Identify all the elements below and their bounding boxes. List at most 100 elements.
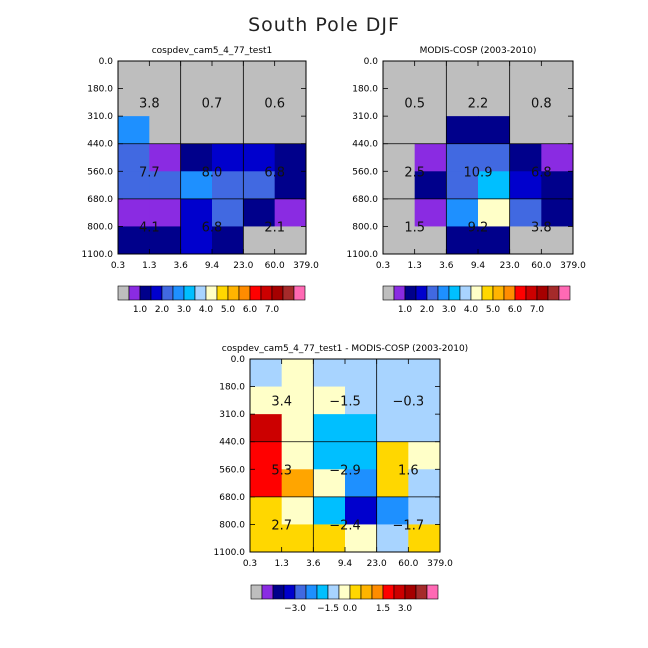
colorbar-box [283,584,296,600]
y-tick-label: 800.0 [87,222,113,232]
colorbar-box [150,285,163,301]
heatmap-cell [408,386,441,415]
colorbar-box [492,285,505,301]
heatmap-cell [118,226,150,255]
colorbar-label: 0.0 [343,604,358,614]
heatmap-cell [281,524,314,553]
colorbar-box [327,584,340,600]
heatmap-cell [509,171,542,200]
heatmap-cell [180,226,213,255]
heatmap-cell [408,414,441,443]
heatmap-cell [243,61,276,89]
heatmap-cell [313,441,346,470]
heatmap-cell [383,88,416,117]
page-title: South Pole DJF [248,14,400,36]
heatmap-cell [376,414,409,443]
heatmap-cell [313,524,346,553]
heatmap-cell [414,61,447,89]
y-tick-label: 180.0 [219,383,245,393]
heatmap-cell [274,143,307,172]
heatmap-cell [212,61,244,89]
colorbar-box [117,285,130,301]
block-value-label: −0.3 [393,394,425,409]
y-tick-label: 440.0 [87,140,113,150]
colorbar-label: 6.0 [243,305,258,315]
colorbar-box [271,285,284,301]
x-tick-label: 60.0 [531,261,551,271]
heatmap-cell [118,198,150,227]
colorbar-label: 1.0 [133,305,148,315]
colorbar-label: 6.0 [508,305,523,315]
heatmap-cell [446,116,479,145]
colorbar-box [227,285,240,301]
heatmap-cell [180,61,213,89]
colorbar-label: 5.0 [221,305,236,315]
colorbar-box [249,285,262,301]
y-tick-label: 180.0 [87,85,113,95]
heatmap-cell [243,171,276,200]
heatmap-cell [313,386,346,415]
heatmap-cell [345,414,378,443]
x-tick-label: 9.4 [205,261,220,271]
y-tick-label: 0.0 [364,57,379,67]
heatmap-cell [446,226,479,255]
x-tick-label: 3.6 [439,261,454,271]
heatmap-cell [313,469,346,498]
heatmap-cell [376,524,409,553]
heatmap-cell [541,116,574,145]
colorbar-box [360,584,373,600]
colorbar-box [194,285,207,301]
colorbar-box [250,584,263,600]
heatmap-cell [478,116,511,145]
heatmap-cell [250,414,283,443]
heatmap-cell [478,226,511,255]
heatmap-cell [509,88,542,117]
heatmap-cell [212,116,244,145]
block-value-label: 3.8 [139,96,160,111]
colorbar-box [459,285,472,301]
heatmap-cell [118,143,150,172]
heatmap-cell [408,524,441,553]
colorbar-box [415,285,428,301]
heatmap-cell [250,524,283,553]
heatmap-cell [212,143,244,172]
colorbar-box [525,285,538,301]
colorbar-label: 7.0 [530,305,545,315]
heatmap-cell [250,496,283,525]
heatmap-cell [446,88,479,117]
x-tick-label: 60.0 [398,559,418,569]
block-value-label: −1.5 [329,394,361,409]
heatmap-cell [383,116,416,145]
heatmap-cell [149,88,182,117]
colorbar-box [470,285,483,301]
heatmap-cell [212,171,244,200]
y-tick-label: 680.0 [87,195,113,205]
heatmap-cell [180,88,213,117]
block-value-label: 4.1 [139,220,160,235]
heatmap-cell [509,61,542,89]
heatmap-cell [541,226,574,255]
heatmap-cell [250,359,283,387]
heatmap-cell [345,469,378,498]
block-value-label: 1.6 [398,463,419,478]
heatmap-cell [313,496,346,525]
heatmap-cell [345,524,378,553]
heatmap-cell [376,469,409,498]
heatmap-cell [274,116,307,145]
heatmap-cell [149,116,182,145]
colorbar-box [282,285,295,301]
heatmap-cell [281,359,314,387]
heatmap-cell [376,441,409,470]
block-value-label: 8.0 [202,165,223,180]
colorbar-box [547,285,560,301]
heatmap-cell [250,386,283,415]
heatmap-cell [383,61,416,89]
colorbar-label: 3.0 [177,305,192,315]
colorbar-box [404,285,417,301]
heatmap-cell [118,88,150,117]
heatmap-cell [541,198,574,227]
colorbar-label: 7.0 [265,305,280,315]
heatmap-cell [376,386,409,415]
heatmap-cell [243,226,276,255]
